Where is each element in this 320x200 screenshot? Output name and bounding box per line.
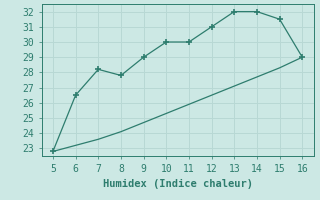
- X-axis label: Humidex (Indice chaleur): Humidex (Indice chaleur): [103, 179, 252, 189]
